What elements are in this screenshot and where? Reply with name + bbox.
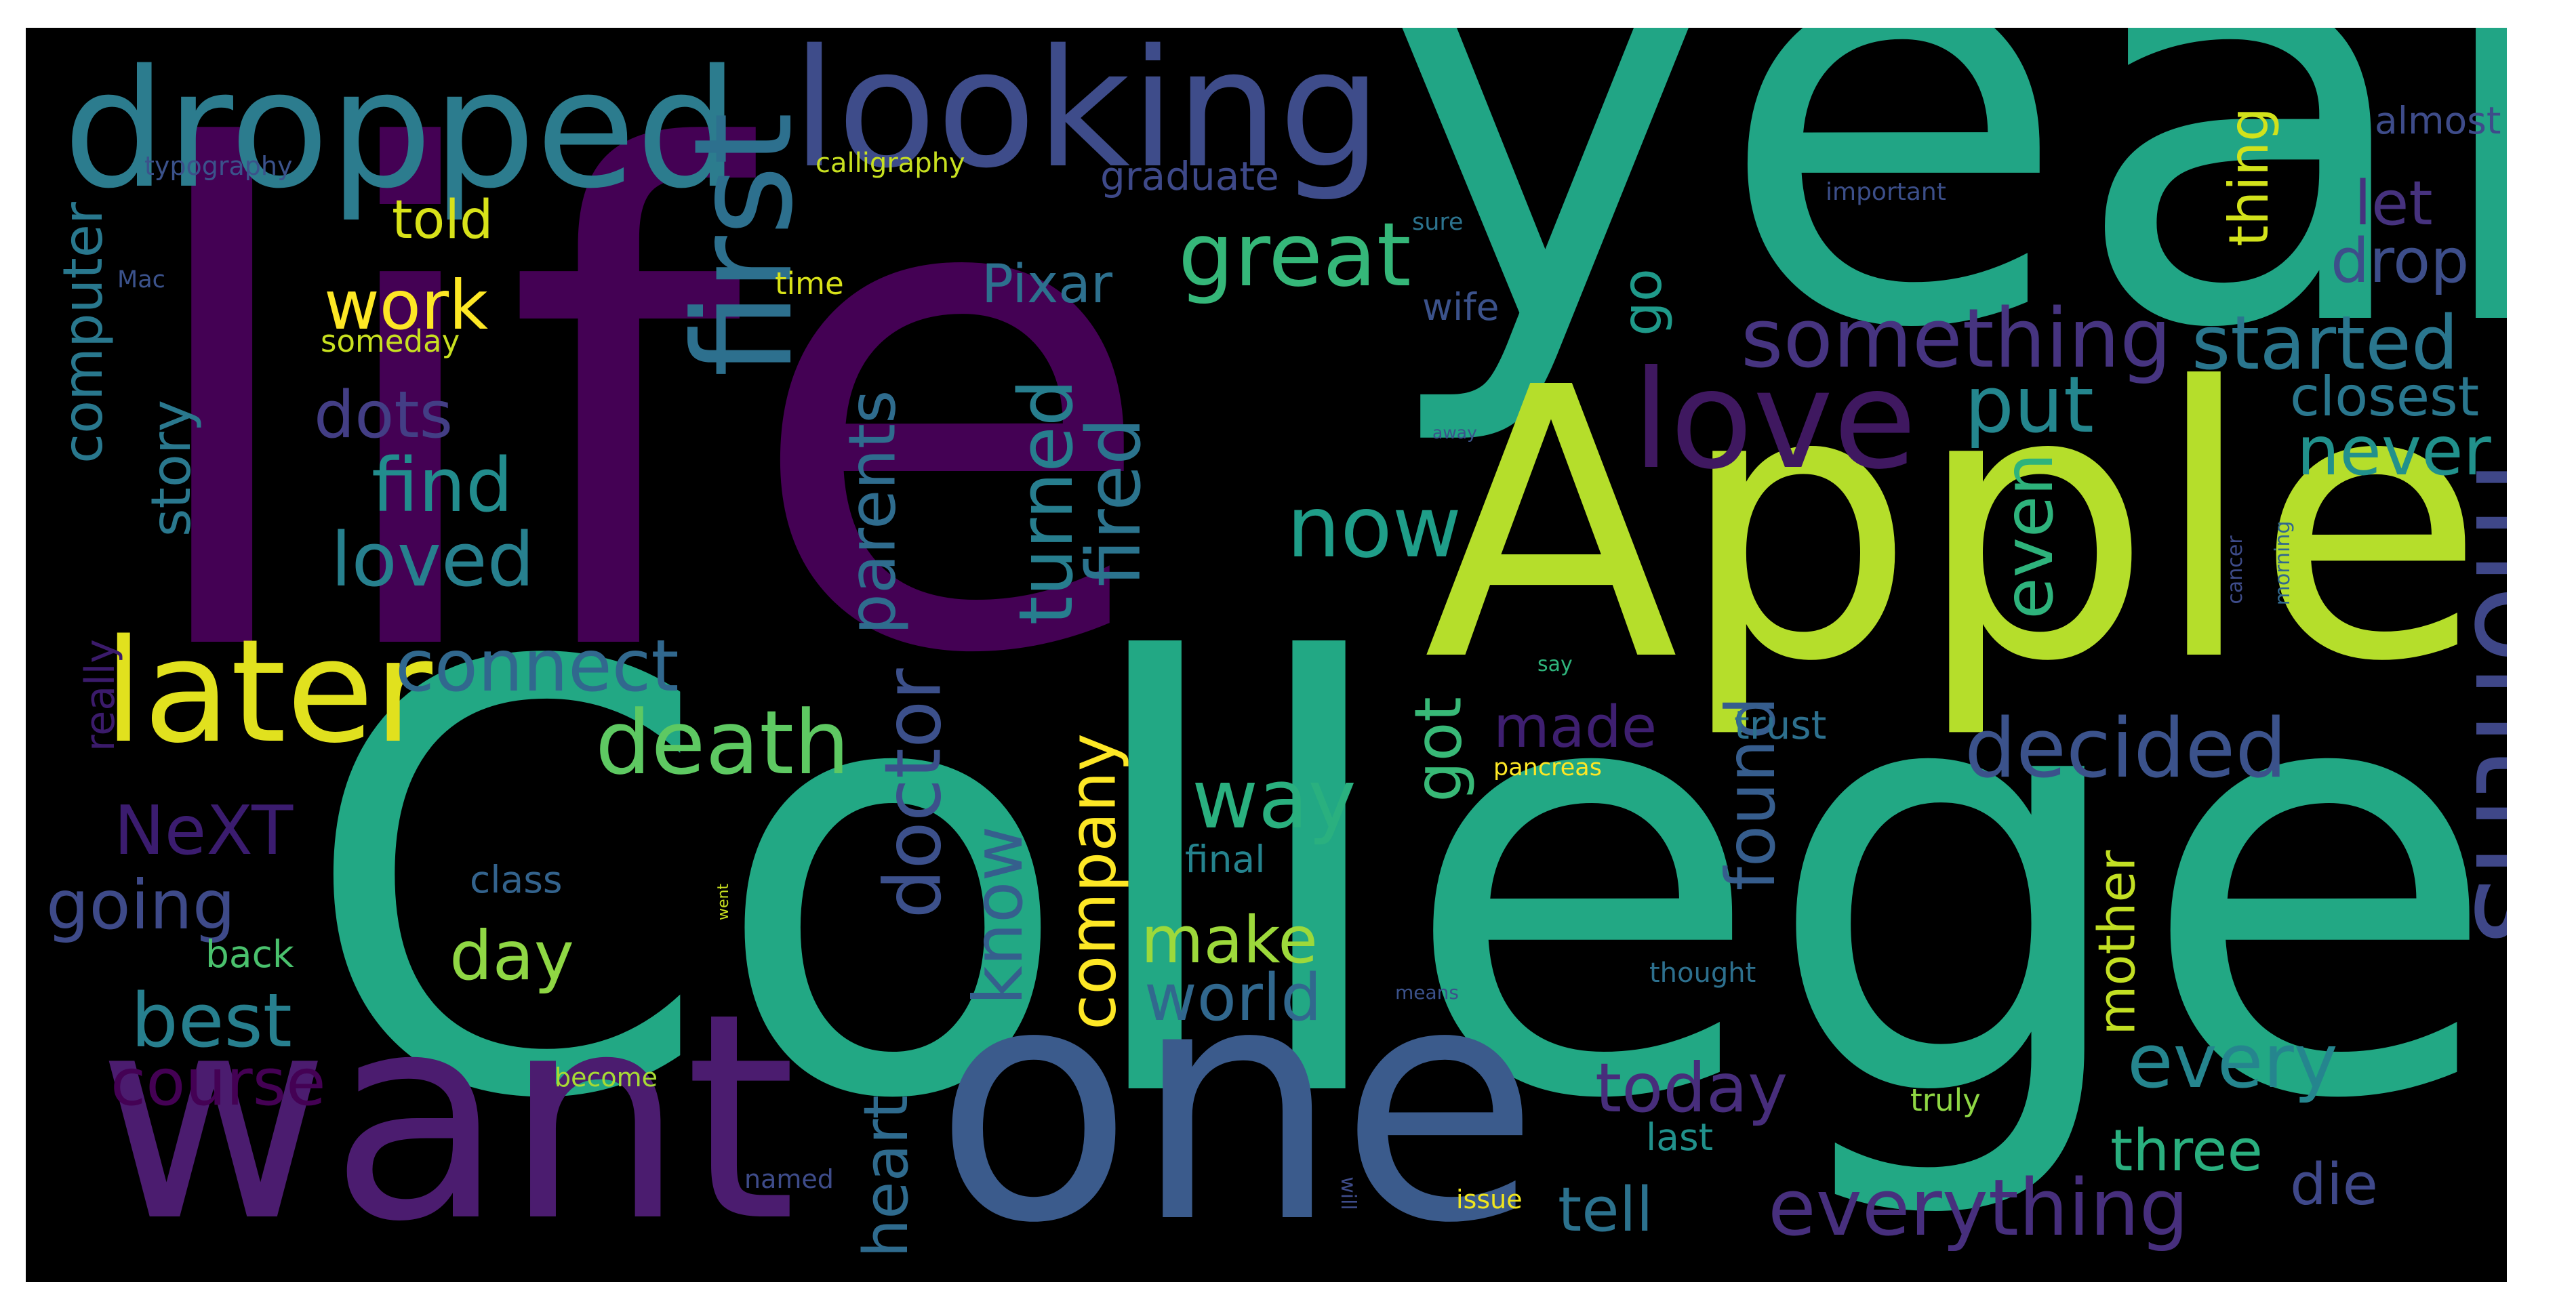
word-mac: Mac bbox=[117, 266, 165, 293]
word-started: started bbox=[2192, 300, 2459, 386]
word-even: even bbox=[1989, 453, 2068, 619]
word-cloud: life year College Apple one want dropped… bbox=[26, 28, 2507, 1282]
word-never: never bbox=[2297, 411, 2491, 491]
word-drop: drop bbox=[2331, 226, 2470, 297]
word-die: die bbox=[2290, 1151, 2378, 1218]
word-class: class bbox=[470, 858, 563, 901]
word-pancreas: pancreas bbox=[1493, 754, 1602, 781]
word-someday: someday bbox=[321, 323, 460, 359]
word-make: make bbox=[1141, 903, 1318, 978]
word-know: know bbox=[959, 825, 1038, 1006]
word-decided: decided bbox=[1965, 702, 2287, 796]
word-thing: thing bbox=[2217, 107, 2280, 247]
word-let: let bbox=[2354, 168, 2433, 239]
word-later: later bbox=[104, 609, 432, 775]
word-year: year bbox=[1375, 28, 2507, 454]
word-wife: wife bbox=[1422, 285, 1500, 329]
word-go: go bbox=[1611, 268, 1674, 336]
word-looking: looking bbox=[792, 28, 1382, 204]
word-dropped: dropped bbox=[63, 35, 740, 224]
word-issue: issue bbox=[1456, 1185, 1523, 1214]
word-first: first bbox=[665, 112, 823, 377]
word-cancer: cancer bbox=[2223, 535, 2247, 604]
word-say: say bbox=[1537, 653, 1573, 676]
word-college: College bbox=[300, 541, 2501, 1228]
word-typography: typography bbox=[144, 151, 293, 181]
word-truly: truly bbox=[1910, 1082, 1981, 1118]
word-today: today bbox=[1595, 1048, 1788, 1128]
word-closest: closest bbox=[2290, 365, 2480, 428]
word-went: went bbox=[715, 883, 732, 921]
word-want: want bbox=[97, 953, 797, 1282]
word-one: one bbox=[934, 916, 1540, 1282]
word-put: put bbox=[1965, 360, 2094, 451]
word-sure: sure bbox=[1412, 209, 1464, 236]
word-work: work bbox=[324, 266, 488, 345]
word-now: now bbox=[1287, 478, 1462, 577]
word-way: way bbox=[1192, 753, 1356, 847]
word-will: will bbox=[1336, 1176, 1360, 1210]
word-time: time bbox=[775, 266, 844, 302]
word-got: got bbox=[1401, 697, 1476, 802]
word-best: best bbox=[131, 977, 292, 1064]
word-means: means bbox=[1395, 981, 1459, 1004]
word-doctor: doctor bbox=[868, 668, 959, 919]
word-fired: fired bbox=[1070, 417, 1157, 587]
word-going: going bbox=[46, 865, 236, 945]
word-almost: almost bbox=[2375, 99, 2501, 142]
word-dots: dots bbox=[314, 378, 454, 453]
word-calligraphy: calligraphy bbox=[816, 148, 965, 179]
word-death: death bbox=[595, 691, 850, 794]
word-computer: computer bbox=[52, 202, 115, 464]
word-really: really bbox=[77, 639, 124, 752]
word-away: away bbox=[1432, 423, 1477, 443]
word-find: find bbox=[371, 442, 513, 529]
word-day: day bbox=[449, 916, 574, 995]
word-pixar: Pixar bbox=[982, 254, 1113, 315]
word-great: great bbox=[1178, 203, 1411, 306]
word-heart: heart bbox=[851, 1095, 922, 1258]
word-morning: morning bbox=[2271, 520, 2295, 606]
word-become: become bbox=[555, 1063, 658, 1092]
word-love: love bbox=[1632, 342, 1917, 499]
word-connect: connect bbox=[395, 625, 679, 707]
word-back: back bbox=[205, 932, 294, 976]
word-apple: Apple bbox=[1424, 308, 2485, 743]
word-course: course bbox=[110, 1046, 326, 1120]
word-loved: loved bbox=[331, 516, 535, 603]
word-parents: parents bbox=[835, 390, 910, 635]
word-life: life bbox=[127, 28, 1160, 802]
word-something: something bbox=[1741, 292, 2172, 386]
word-company: company bbox=[1055, 733, 1131, 1030]
word-trust: trust bbox=[1734, 702, 1827, 748]
word-tell: tell bbox=[1558, 1174, 1653, 1246]
word-final: final bbox=[1185, 838, 1266, 881]
word-story: story bbox=[140, 399, 203, 537]
word-next: NeXT bbox=[114, 791, 294, 870]
word-thought: thought bbox=[1649, 958, 1756, 989]
word-made: made bbox=[1493, 694, 1657, 761]
word-world: world bbox=[1144, 961, 1322, 1035]
word-months: months bbox=[2446, 459, 2507, 945]
word-mother: mother bbox=[2087, 850, 2147, 1035]
word-last: last bbox=[1646, 1115, 1714, 1159]
word-everything: everything bbox=[1768, 1163, 2189, 1254]
word-told: told bbox=[392, 190, 494, 251]
word-graduate: graduate bbox=[1100, 153, 1279, 199]
word-named: named bbox=[744, 1164, 834, 1194]
word-every: every bbox=[2127, 1018, 2338, 1105]
word-three: three bbox=[2110, 1117, 2263, 1185]
word-important: important bbox=[1826, 178, 1946, 206]
